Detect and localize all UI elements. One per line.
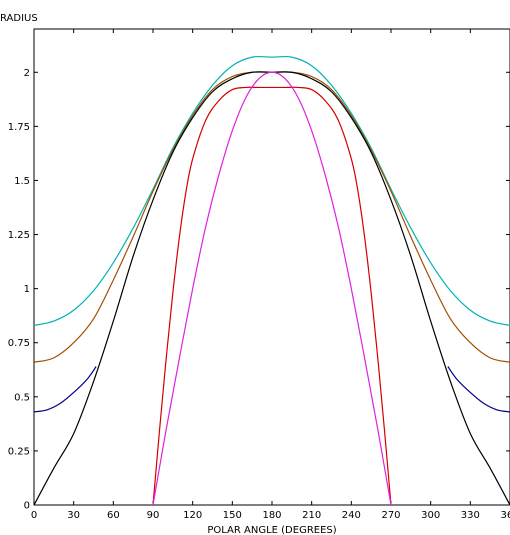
x-tick-label: 90 <box>147 510 160 521</box>
series-line-2 <box>33 366 97 413</box>
y-axis-label: RADIUS <box>0 13 38 24</box>
axis-ticks: 0 30 60 90 120 150 180 210 240 270 300 330 360 0 0.25 0… <box>8 29 510 521</box>
y-tick-label: 1 <box>24 284 30 295</box>
series-layer <box>33 55 510 506</box>
y-tick-label: 2 <box>24 68 30 79</box>
x-tick-label: 240 <box>342 510 361 521</box>
x-tick-label: 360 <box>500 510 510 521</box>
x-tick-label: 150 <box>223 510 242 521</box>
series-line-5 <box>152 86 392 506</box>
x-tick-label: 330 <box>461 510 480 521</box>
x-tick-label: 300 <box>421 510 440 521</box>
y-tick-label: 1.5 <box>14 176 30 187</box>
series-line-0 <box>33 55 510 327</box>
x-tick-label: 120 <box>183 510 202 521</box>
y-tick-label: 0 <box>24 501 30 512</box>
x-tick-label: 270 <box>381 510 400 521</box>
x-tick-label: 0 <box>31 510 37 521</box>
y-tick-label: 0.75 <box>8 338 30 349</box>
series-line-4 <box>33 71 510 506</box>
y-tick-label: 0.5 <box>14 392 30 403</box>
y-tick-label: 1.25 <box>8 230 30 241</box>
x-tick-label: 180 <box>262 510 281 521</box>
x-tick-label: 30 <box>67 510 80 521</box>
x-tick-label: 210 <box>302 510 321 521</box>
x-axis-label: POLAR ANGLE (DEGREES) <box>207 525 336 535</box>
series-line-3 <box>447 366 510 413</box>
series-line-1 <box>33 71 510 363</box>
plot-frame <box>33 28 510 506</box>
x-tick-label: 60 <box>107 510 120 521</box>
series-line-6 <box>152 71 392 506</box>
y-tick-label: 0.25 <box>8 446 30 457</box>
y-tick-label: 1.75 <box>8 122 30 133</box>
